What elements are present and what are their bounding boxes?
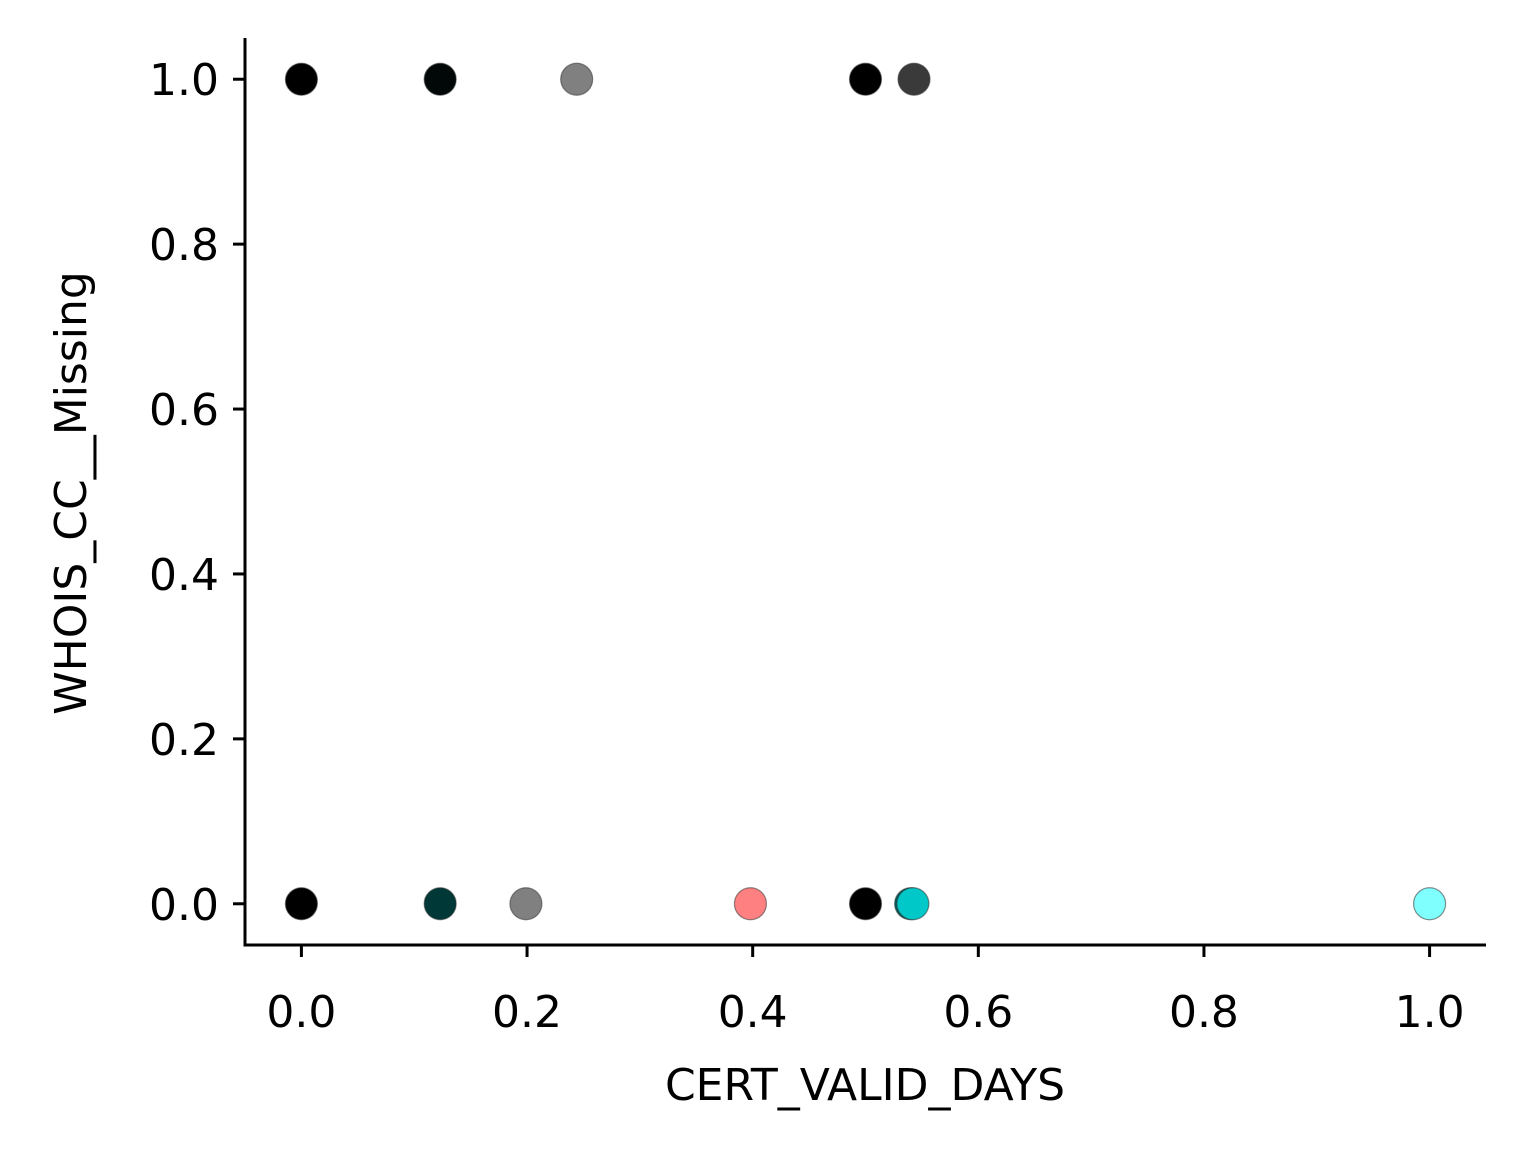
y-tick-label: 0.6 bbox=[149, 385, 219, 436]
scatter-point-4 bbox=[897, 62, 931, 96]
y-tick-label: 0.2 bbox=[149, 715, 219, 766]
scatter-point-11 bbox=[896, 887, 930, 921]
x-axis-ticks: 0.0 0.2 0.4 0.6 0.8 1.0 bbox=[266, 945, 1465, 1038]
y-tick-label: 0.4 bbox=[149, 550, 219, 601]
scatter-point-2 bbox=[560, 62, 594, 96]
scatter-point-6 bbox=[423, 887, 457, 921]
x-tick-label: 0.0 bbox=[266, 987, 336, 1038]
y-axis-ticks: 0.0 0.2 0.4 0.6 0.8 1.0 bbox=[149, 55, 245, 931]
x-tick-label: 1.0 bbox=[1395, 987, 1465, 1038]
x-tick-label: 0.6 bbox=[943, 987, 1013, 1038]
scatter-point-12 bbox=[1412, 887, 1447, 921]
y-tick-label: 1.0 bbox=[149, 55, 219, 106]
scatter-point-7 bbox=[509, 887, 543, 921]
scatter-point-3 bbox=[848, 62, 883, 96]
scatter-point-8 bbox=[733, 887, 768, 921]
y-tick-label: 0.8 bbox=[149, 220, 219, 271]
points-layer bbox=[284, 62, 1447, 921]
x-tick-label: 0.8 bbox=[1169, 987, 1239, 1038]
scatter-point-5 bbox=[284, 887, 319, 921]
x-axis-title: CERT_VALID_DAYS bbox=[665, 1060, 1065, 1111]
x-tick-label: 0.4 bbox=[718, 987, 788, 1038]
y-axis-title: WHOIS_CC__Missing bbox=[46, 271, 97, 715]
x-tick-label: 0.2 bbox=[492, 987, 562, 1038]
scatter-point-9 bbox=[848, 887, 883, 921]
y-tick-label: 0.0 bbox=[149, 880, 219, 931]
scatter-point-0 bbox=[284, 62, 319, 96]
scatter-point-1 bbox=[423, 62, 457, 96]
